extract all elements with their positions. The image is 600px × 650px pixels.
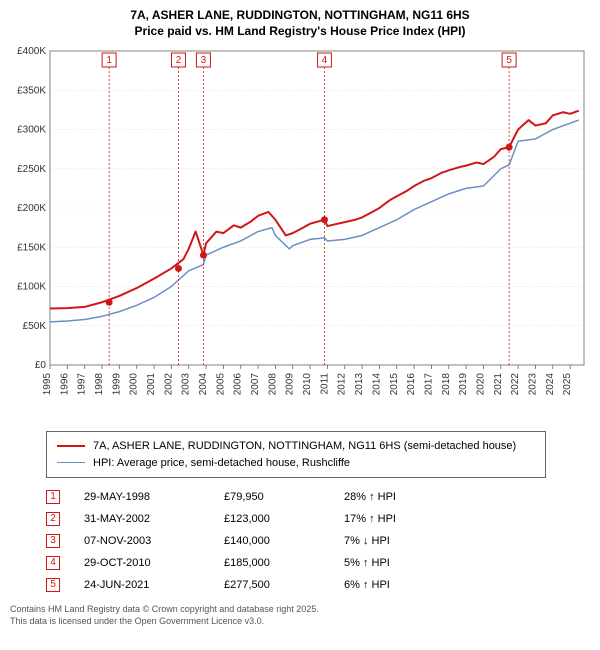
svg-text:2017: 2017 [423,373,434,396]
svg-text:2015: 2015 [389,373,400,396]
svg-text:1999: 1999 [111,373,122,396]
chart-title: 7A, ASHER LANE, RUDDINGTON, NOTTINGHAM, … [10,8,590,39]
svg-text:2: 2 [176,55,182,66]
transaction-row: 3 07-NOV-2003£140,0007% ↓ HPI [46,530,590,552]
svg-text:2023: 2023 [527,373,538,396]
svg-text:2001: 2001 [146,373,157,396]
footer-line1: Contains HM Land Registry data © Crown c… [10,604,590,616]
transaction-date: 24-JUN-2021 [84,574,224,596]
svg-text:£400K: £400K [17,46,46,57]
svg-text:2009: 2009 [285,373,296,396]
svg-text:1997: 1997 [77,373,88,396]
svg-text:2016: 2016 [406,373,417,396]
footer-line2: This data is licensed under the Open Gov… [10,616,590,628]
transaction-diff: 28% ↑ HPI [344,486,454,508]
svg-text:5: 5 [506,55,512,66]
legend-swatch [57,445,85,447]
svg-text:£150K: £150K [17,242,46,253]
svg-text:2006: 2006 [233,373,244,396]
svg-text:2004: 2004 [198,373,209,396]
svg-text:2014: 2014 [371,373,382,396]
transaction-table: 1 29-MAY-1998£79,95028% ↑ HPI 2 31-MAY-2002… [46,486,590,596]
svg-text:2002: 2002 [163,373,174,396]
svg-text:2005: 2005 [215,373,226,396]
transaction-diff: 6% ↑ HPI [344,574,454,596]
svg-text:2020: 2020 [475,373,486,396]
footer-attribution: Contains HM Land Registry data © Crown c… [10,604,590,627]
transaction-price: £79,950 [224,486,344,508]
chart-area: £0 £50K £100K £150K £200K £250K £300K £350K £400… [10,45,590,425]
title-line2: Price paid vs. HM Land Registry's House … [10,24,590,40]
transaction-row: 4 29-OCT-2010£185,0005% ↑ HPI [46,552,590,574]
svg-text:2025: 2025 [562,373,573,396]
transaction-row: 1 29-MAY-1998£79,95028% ↑ HPI [46,486,590,508]
svg-text:2019: 2019 [458,373,469,396]
transaction-marker: 4 [46,556,60,570]
svg-text:1998: 1998 [94,373,105,396]
transaction-price: £185,000 [224,552,344,574]
svg-text:£350K: £350K [17,85,46,96]
legend-label: 7A, ASHER LANE, RUDDINGTON, NOTTINGHAM, … [93,438,516,455]
svg-text:£250K: £250K [17,164,46,175]
line-chart-svg: £0 £50K £100K £150K £200K £250K £300K £350K £400… [10,45,590,425]
transaction-marker: 2 [46,512,60,526]
svg-text:1995: 1995 [42,373,53,396]
svg-text:2012: 2012 [337,373,348,396]
svg-text:2010: 2010 [302,373,313,396]
legend-swatch [57,462,85,463]
svg-text:£0: £0 [35,360,47,371]
svg-text:3: 3 [201,55,207,66]
svg-text:£50K: £50K [23,321,47,332]
transaction-marker: 3 [46,534,60,548]
title-line1: 7A, ASHER LANE, RUDDINGTON, NOTTINGHAM, … [10,8,590,24]
svg-text:2021: 2021 [493,373,504,396]
svg-text:2003: 2003 [181,373,192,396]
transaction-price: £140,000 [224,530,344,552]
svg-text:2022: 2022 [510,373,521,396]
legend-row: 7A, ASHER LANE, RUDDINGTON, NOTTINGHAM, … [57,438,535,455]
svg-text:2018: 2018 [441,373,452,396]
svg-text:1996: 1996 [59,373,70,396]
svg-text:2000: 2000 [129,373,140,396]
svg-text:2013: 2013 [354,373,365,396]
transaction-date: 31-MAY-2002 [84,508,224,530]
svg-text:2011: 2011 [319,373,330,395]
transaction-marker: 1 [46,490,60,504]
svg-text:2008: 2008 [267,373,278,396]
svg-text:£100K: £100K [17,282,46,293]
transaction-row: 2 31-MAY-2002£123,00017% ↑ HPI [46,508,590,530]
svg-text:£300K: £300K [17,125,46,136]
transaction-diff: 7% ↓ HPI [344,530,454,552]
transaction-diff: 5% ↑ HPI [344,552,454,574]
transaction-date: 29-OCT-2010 [84,552,224,574]
legend-box: 7A, ASHER LANE, RUDDINGTON, NOTTINGHAM, … [46,431,546,478]
legend-label: HPI: Average price, semi-detached house,… [93,455,350,472]
svg-text:1: 1 [106,55,112,66]
transaction-row: 5 24-JUN-2021£277,5006% ↑ HPI [46,574,590,596]
legend-row: HPI: Average price, semi-detached house,… [57,455,535,472]
transaction-price: £277,500 [224,574,344,596]
transaction-diff: 17% ↑ HPI [344,508,454,530]
svg-text:£200K: £200K [17,203,46,214]
transaction-price: £123,000 [224,508,344,530]
transaction-marker: 5 [46,578,60,592]
transaction-date: 07-NOV-2003 [84,530,224,552]
svg-text:2007: 2007 [250,373,261,396]
transaction-date: 29-MAY-1998 [84,486,224,508]
svg-text:4: 4 [322,55,328,66]
svg-text:2024: 2024 [545,373,556,396]
